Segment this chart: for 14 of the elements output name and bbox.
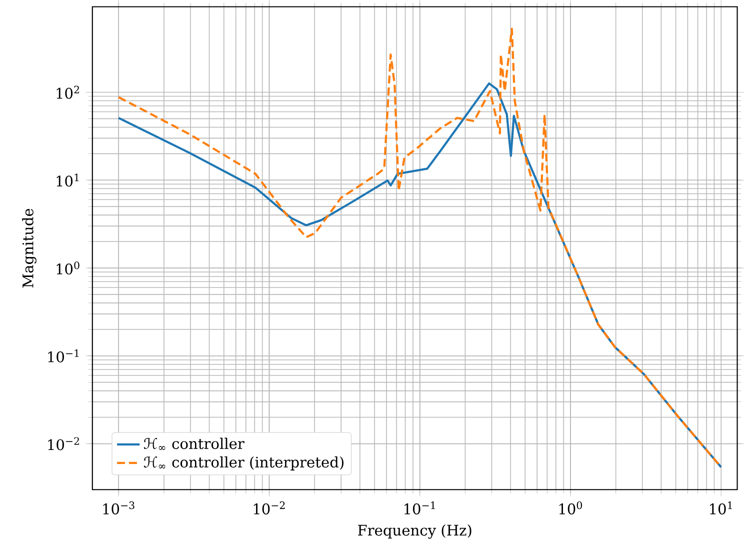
x-tick-label: 10$^{−1}$ <box>404 501 435 514</box>
x-axis-title: Frequency (Hz) <box>358 524 472 539</box>
legend-label: ℋ$_{∞}$ controller (interpreted) <box>144 456 344 470</box>
legend-label: ℋ$_{∞}$ controller <box>144 438 244 450</box>
x-tick-label: 10$^{0}$ <box>559 501 582 514</box>
y-tick-label: 10$^{0}$ <box>56 261 80 274</box>
y-axis-title: Magnitude <box>22 208 36 288</box>
x-tick-label: 10$^{−3}$ <box>103 501 134 514</box>
y-tick-label: 10$^{−2}$ <box>48 437 80 450</box>
y-tick-label: 10$^{2}$ <box>56 86 80 99</box>
y-tick-label: 10$^{−1}$ <box>48 349 79 362</box>
y-tick-label: 10$^{1}$ <box>56 173 79 186</box>
x-tick-label: 10$^{1}$ <box>710 501 732 514</box>
x-tick-label: 10$^{−2}$ <box>254 501 285 514</box>
